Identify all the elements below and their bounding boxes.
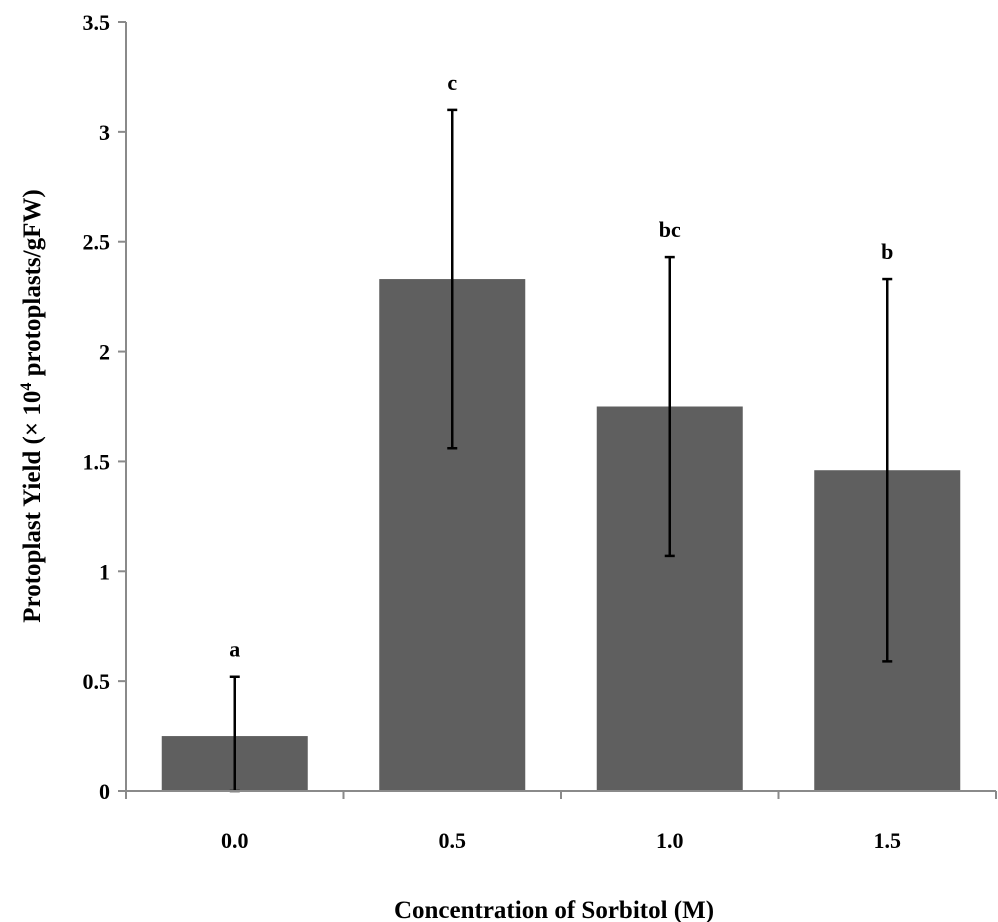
x-tick-label: 0.5 [439,828,467,853]
x-tick-label: 1.5 [874,828,902,853]
y-axis-title-pre: Protoplast Yield (× 10 [19,391,46,623]
y-axis-title: Protoplast Yield (× 104 protoplasts/gFW) [18,189,46,622]
y-tick-label: 1 [99,559,110,584]
y-tick-label: 3.5 [83,10,111,35]
significance-labels-layer: a c bc b [229,70,893,662]
x-tick-label: 1.0 [656,828,684,853]
y-tick-label: 3 [99,120,110,145]
y-tick-label: 0 [99,779,110,804]
significance-label: a [229,637,240,662]
y-tick-label: 2 [99,340,110,365]
y-tick-label: 0.5 [83,669,111,694]
significance-label: bc [659,217,681,242]
x-tick-label: 0.0 [221,828,249,853]
y-axis-title-post: protoplasts/gFW) [19,189,46,382]
y-axis-title-sup: 4 [18,383,35,391]
y-ticks-layer: 0 0.5 1 1.5 2 2.5 3 3.5 [83,10,126,804]
y-tick-label: 2.5 [83,230,111,255]
significance-label: b [881,239,893,264]
bars-layer [161,279,961,791]
x-ticks-layer: 0.0 0.5 1.0 1.5 [125,791,997,853]
significance-label: c [447,70,457,95]
y-tick-label: 1.5 [83,449,111,474]
error-bars-layer [229,108,893,793]
x-axis-title: Concentration of Sorbitol (M) [394,897,714,922]
